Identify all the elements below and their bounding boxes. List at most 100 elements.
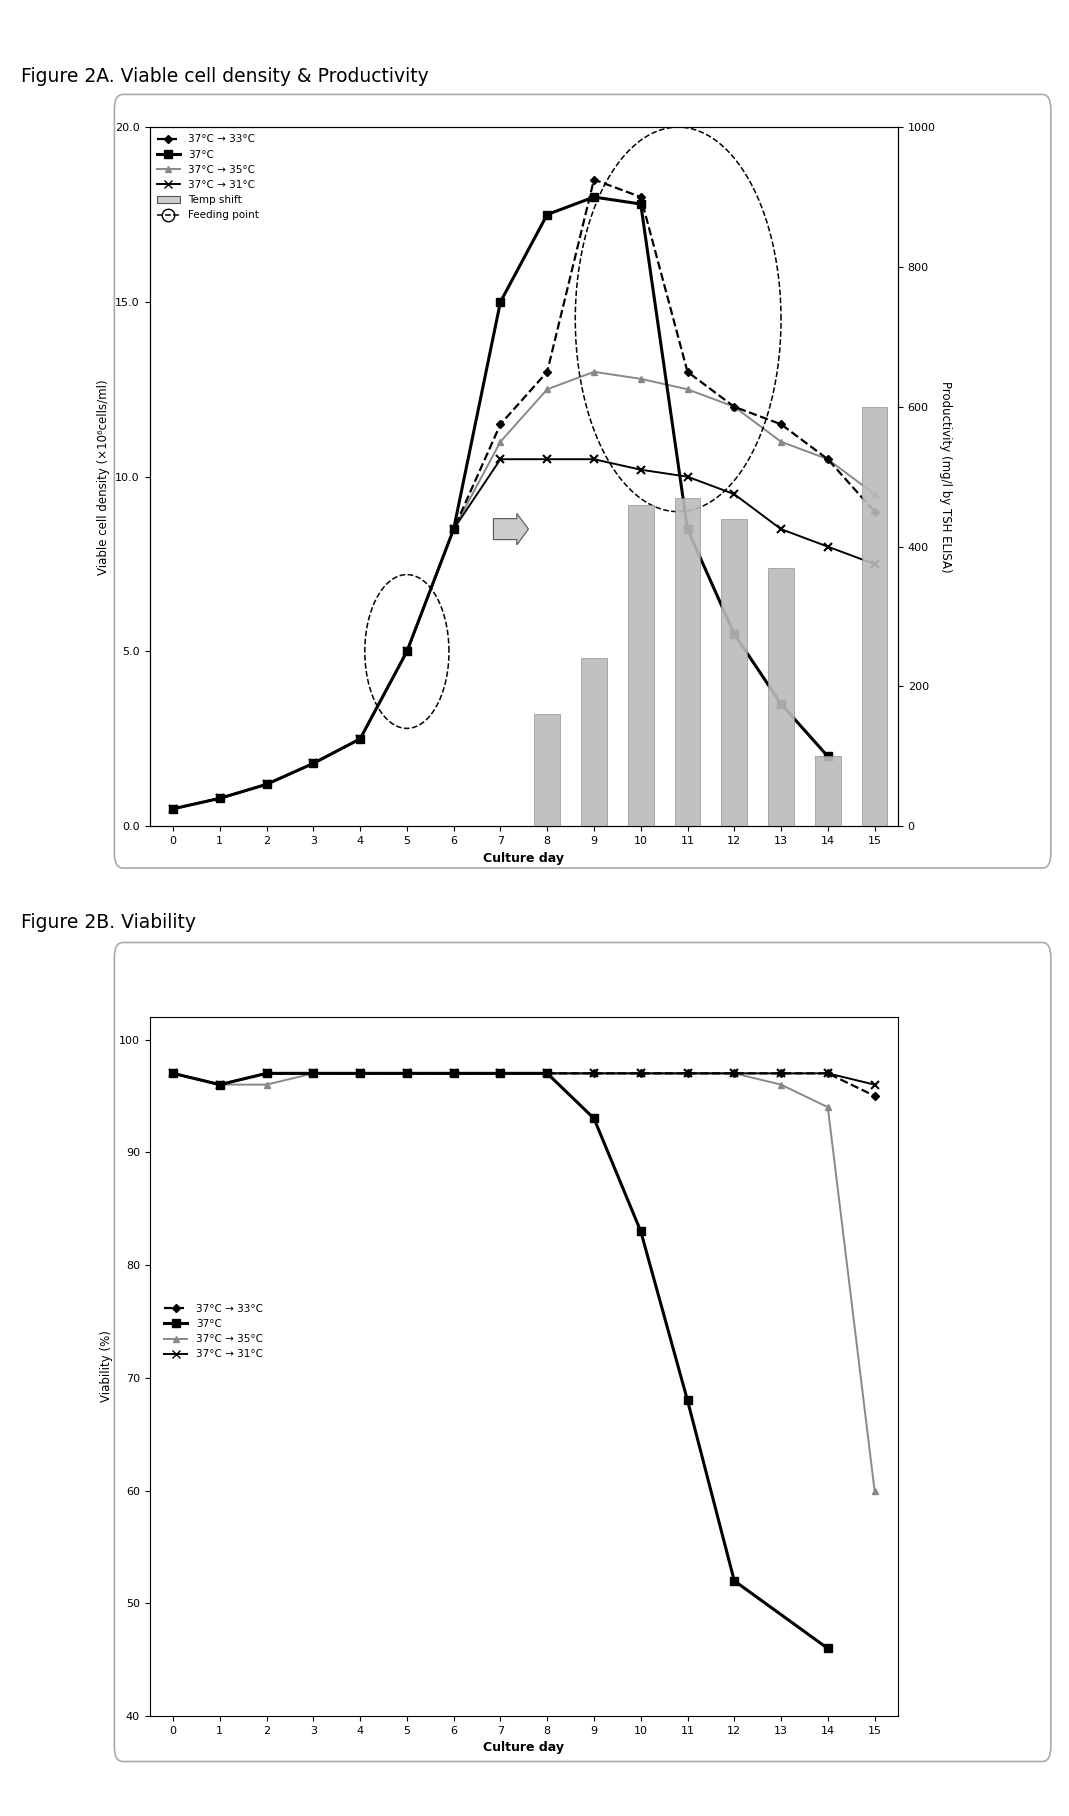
37°C → 33°C [681, 361, 694, 383]
37°C → 33°C [634, 185, 647, 207]
37°C → 35°C [634, 1062, 647, 1084]
37°C → 33°C [214, 1073, 227, 1095]
37°C → 33°C [588, 169, 601, 191]
37°C → 35°C [260, 774, 273, 795]
37°C → 35°C [775, 430, 788, 452]
37°C → 35°C [307, 1062, 320, 1084]
37°C → 31°C [821, 1062, 834, 1084]
37°C → 31°C [214, 788, 227, 810]
Text: Figure 2A. Viable cell density & Productivity: Figure 2A. Viable cell density & Product… [21, 67, 429, 85]
37°C → 35°C [260, 1073, 273, 1095]
37°C [447, 518, 460, 539]
37°C → 31°C [634, 1062, 647, 1084]
37°C → 35°C [214, 1073, 227, 1095]
37°C → 31°C [821, 536, 834, 558]
37°C → 31°C [307, 752, 320, 774]
37°C → 33°C [868, 1084, 881, 1106]
37°C → 33°C [401, 1062, 414, 1084]
37°C [541, 1062, 554, 1084]
37°C → 31°C [214, 1073, 227, 1095]
37°C → 31°C [541, 1062, 554, 1084]
Line: 37°C → 35°C: 37°C → 35°C [170, 369, 878, 812]
37°C → 33°C [775, 414, 788, 436]
37°C [681, 1389, 694, 1411]
37°C → 31°C [354, 728, 367, 750]
37°C [307, 752, 320, 774]
37°C [401, 1062, 414, 1084]
37°C → 31°C [775, 1062, 788, 1084]
37°C → 35°C [634, 369, 647, 390]
37°C [821, 745, 834, 766]
37°C → 33°C [401, 641, 414, 663]
37°C [354, 1062, 367, 1084]
Bar [628, 505, 653, 826]
37°C → 35°C [307, 752, 320, 774]
37°C → 31°C [541, 449, 554, 470]
37°C → 35°C [588, 1062, 601, 1084]
37°C [634, 1220, 647, 1242]
37°C [494, 291, 507, 312]
37°C → 35°C [681, 378, 694, 400]
37°C → 31°C [447, 1062, 460, 1084]
Text: Figure 2B. Viability: Figure 2B. Viability [21, 913, 197, 932]
37°C → 33°C [494, 1062, 507, 1084]
37°C → 31°C [167, 1062, 180, 1084]
37°C [821, 1638, 834, 1660]
37°C → 35°C [354, 1062, 367, 1084]
37°C [494, 1062, 507, 1084]
Y-axis label: Viable cell density (×10⁶cells/ml): Viable cell density (×10⁶cells/ml) [96, 380, 110, 574]
Y-axis label: Productivity (mg/l by TSH ELISA): Productivity (mg/l by TSH ELISA) [940, 381, 952, 572]
37°C → 33°C [775, 1062, 788, 1084]
37°C [588, 1108, 601, 1130]
37°C → 35°C [401, 1062, 414, 1084]
37°C → 31°C [401, 641, 414, 663]
37°C → 33°C [494, 414, 507, 436]
37°C → 35°C [447, 518, 460, 539]
37°C → 35°C [167, 1062, 180, 1084]
37°C → 31°C [260, 774, 273, 795]
37°C → 35°C [821, 449, 834, 470]
Line: 37°C → 31°C: 37°C → 31°C [169, 456, 879, 812]
37°C → 33°C [167, 797, 180, 819]
37°C [681, 518, 694, 539]
37°C → 33°C [214, 788, 227, 810]
Y-axis label: Viability (%): Viability (%) [100, 1331, 113, 1402]
Line: 37°C → 35°C: 37°C → 35°C [170, 1070, 878, 1495]
37°C → 35°C [728, 396, 741, 418]
37°C → 35°C [868, 483, 881, 505]
37°C → 33°C [634, 1062, 647, 1084]
37°C → 33°C [821, 1062, 834, 1084]
37°C [634, 192, 647, 214]
37°C → 31°C [167, 797, 180, 819]
Bar [582, 659, 607, 826]
37°C → 31°C [588, 1062, 601, 1084]
37°C [307, 1062, 320, 1084]
37°C → 31°C [588, 449, 601, 470]
Bar [675, 498, 700, 826]
37°C → 33°C [260, 1062, 273, 1084]
37°C [401, 641, 414, 663]
37°C → 33°C [307, 1062, 320, 1084]
37°C → 33°C [821, 449, 834, 470]
37°C → 35°C [167, 797, 180, 819]
X-axis label: Culture day: Culture day [483, 852, 564, 864]
37°C [728, 623, 741, 645]
37°C → 33°C [541, 361, 554, 383]
Line: 37°C: 37°C [169, 192, 832, 812]
37°C → 31°C [354, 1062, 367, 1084]
37°C → 31°C [728, 1062, 741, 1084]
37°C → 33°C [541, 1062, 554, 1084]
37°C → 33°C [728, 1062, 741, 1084]
37°C → 31°C [634, 459, 647, 481]
Bar [722, 519, 747, 826]
37°C [214, 1073, 227, 1095]
37°C [354, 728, 367, 750]
37°C → 35°C [494, 430, 507, 452]
37°C [260, 774, 273, 795]
37°C → 31°C [494, 449, 507, 470]
37°C → 33°C [260, 774, 273, 795]
37°C → 31°C [681, 465, 694, 487]
37°C → 33°C [307, 752, 320, 774]
37°C → 35°C [447, 1062, 460, 1084]
37°C → 35°C [541, 1062, 554, 1084]
